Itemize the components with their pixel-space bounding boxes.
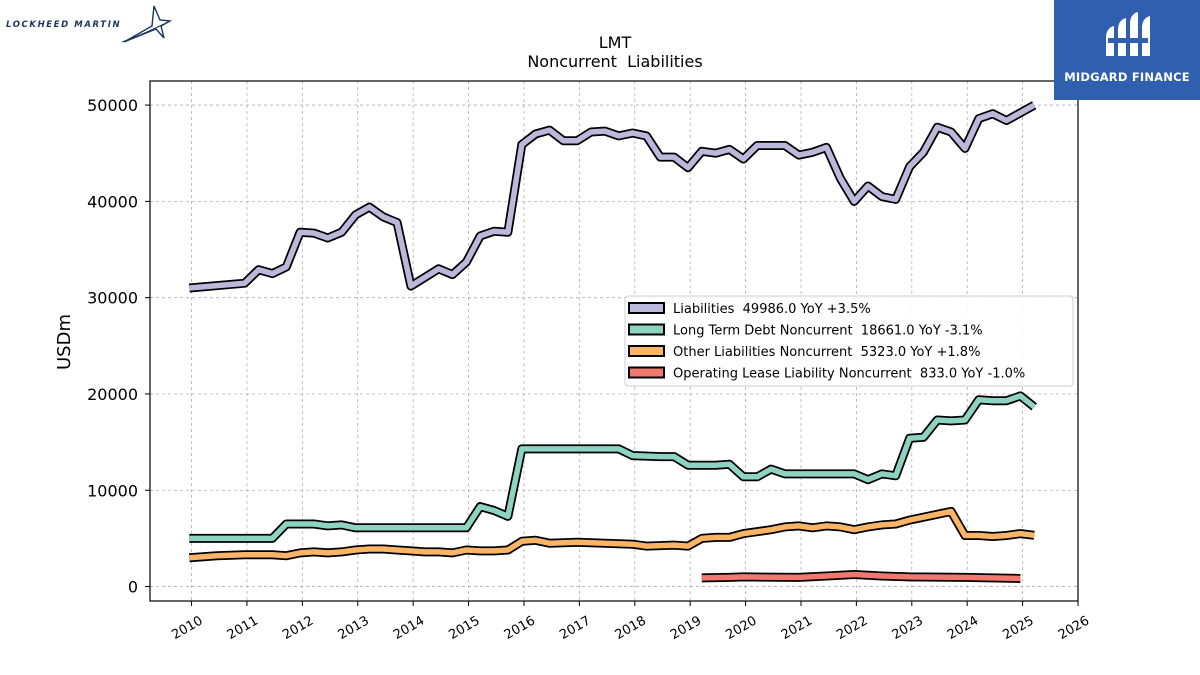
series-operating-lease	[701, 570, 1021, 583]
legend-swatch	[628, 323, 665, 336]
x-tick-label: 2020	[723, 613, 759, 643]
x-tick-label: 2018	[613, 613, 649, 643]
legend-label: Operating Lease Liability Noncurrent 833…	[673, 367, 1025, 382]
x-tick-label: 2016	[502, 613, 538, 643]
y-tick-label: 30000	[87, 289, 138, 308]
midgard-emblem-icon	[1106, 12, 1150, 56]
series-line	[189, 393, 1036, 542]
legend-swatch	[628, 366, 665, 379]
x-tick-label: 2015	[446, 613, 482, 643]
x-tick-label: 2019	[668, 613, 704, 643]
series-lines	[188, 101, 1038, 583]
lockheed-star-icon	[121, 5, 173, 43]
chart-title: LMT	[599, 33, 632, 52]
legend-label: Liabilities 49986.0 YoY +3.5%	[673, 302, 871, 317]
y-tick-label: 40000	[87, 192, 138, 211]
y-tick-label: 20000	[87, 385, 138, 404]
x-tick-label: 2024	[945, 613, 981, 643]
series-line	[189, 102, 1036, 291]
legend: Liabilities 49986.0 YoY +3.5% Long Term D…	[624, 295, 1074, 387]
y-tick-label: 10000	[87, 481, 138, 500]
legend-swatch	[628, 302, 665, 314]
midgard-finance-wordmark: MIDGARD FINANCE	[1064, 70, 1190, 84]
x-tick-label: 2010	[169, 613, 205, 643]
x-tick-label: 2021	[779, 613, 815, 643]
legend-box	[624, 295, 1074, 387]
x-tick-label: 2011	[225, 613, 261, 643]
x-tick-label: 2013	[336, 613, 372, 643]
x-tick-label: 2012	[280, 613, 316, 643]
legend-label: Other Liabilities Noncurrent 5323.0 YoY …	[673, 345, 980, 360]
x-tick-label: 2023	[890, 613, 926, 643]
series-long-term-debt	[189, 391, 1038, 543]
series-other-liabilities	[188, 506, 1035, 563]
series-liabilities	[188, 101, 1037, 293]
lockheed-martin-wordmark: LOCKHEED MARTIN	[6, 20, 122, 30]
x-tick-label: 2025	[1000, 613, 1036, 643]
y-tick-label: 50000	[87, 96, 138, 115]
chart-subtitle: Noncurrent Liabilities	[527, 52, 702, 71]
x-axis-ticks: 2010 2011 2012 2013 2014 2015 2016 2017 2018 2019…	[169, 601, 1092, 643]
midgard-finance-logo: MIDGARD FINANCE	[1054, 0, 1200, 100]
series-line	[189, 508, 1035, 561]
x-tick-label: 2014	[391, 613, 427, 643]
y-tick-label: 0	[128, 578, 138, 597]
x-tick-label: 2026	[1056, 613, 1092, 643]
series-line	[701, 571, 1021, 582]
y-axis-ticks: 0 10000 20000 30000 40000 50000	[87, 96, 150, 597]
lockheed-martin-logo: LOCKHEED MARTIN	[4, 4, 174, 44]
plot-area-frame	[149, 80, 1079, 602]
y-axis-label: USDm	[54, 314, 75, 370]
legend-swatch	[628, 345, 665, 357]
x-tick-label: 2022	[834, 613, 870, 643]
x-tick-label: 2017	[557, 613, 593, 643]
legend-label: Long Term Debt Noncurrent 18661.0 YoY -3…	[673, 324, 983, 339]
